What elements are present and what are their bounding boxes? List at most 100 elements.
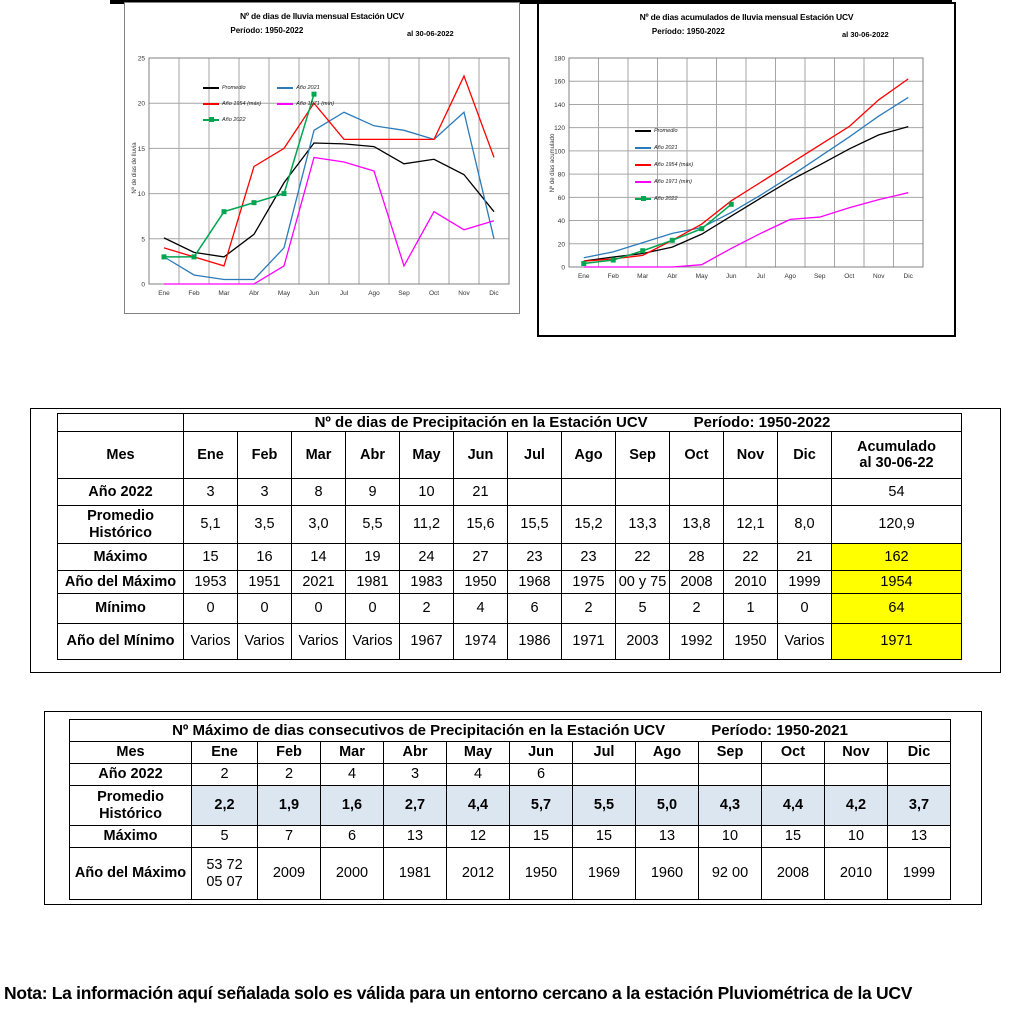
data-cell: 2012 [446, 847, 510, 900]
svg-text:Sep: Sep [398, 290, 410, 297]
data-cell: 0 [291, 593, 346, 625]
legend-swatch [203, 117, 219, 122]
data-cell: 19 [345, 543, 400, 572]
chart-y-axis-label: Nº de dias de lluvia [132, 142, 138, 194]
svg-text:180: 180 [554, 56, 565, 63]
data-cell: Varios [183, 623, 238, 661]
legend-label: Año 1971 (mín) [654, 179, 692, 185]
legend-label: Año 1971 (mín) [296, 101, 335, 107]
data-cell: 0 [183, 593, 238, 625]
legend-swatch [277, 103, 294, 105]
data-cell: 5 [615, 593, 670, 625]
column-header: Mar [291, 431, 346, 480]
data-cell: 6 [320, 825, 384, 848]
chart-legend: Promedio Año 2021 Año 1954 (máx) Año 1971 (… [203, 85, 334, 123]
chart-y-axis-label: Nº de dias acumulado [550, 133, 556, 193]
legend-item: Año 2022 [635, 196, 693, 202]
column-header: May [446, 741, 510, 764]
data-cell: 1960 [635, 847, 699, 900]
data-cell: 2000 [320, 847, 384, 900]
acumulado-cell: 64 [831, 593, 962, 625]
column-header: Nov [824, 741, 888, 764]
data-cell: 15 [183, 543, 238, 572]
column-header: Acumulado al 30-06-22 [831, 431, 962, 480]
data-cell: 1999 [777, 570, 832, 595]
legend-swatch [635, 164, 651, 166]
legend-swatch [635, 147, 651, 149]
top-border [110, 0, 952, 4]
svg-text:20: 20 [138, 101, 146, 108]
data-cell [615, 478, 670, 507]
svg-text:60: 60 [558, 195, 566, 202]
data-cell: 2 [669, 593, 724, 625]
data-cell: 3 [183, 478, 238, 507]
data-cell [761, 763, 825, 786]
column-header: Sep [698, 741, 762, 764]
svg-text:140: 140 [554, 102, 565, 109]
footnote: Nota: La información aquí señalada solo … [4, 983, 913, 1003]
row-label: Mínimo [57, 593, 184, 625]
svg-text:Feb: Feb [188, 290, 200, 297]
data-cell [572, 763, 636, 786]
legend-label: Año 2021 [654, 145, 678, 151]
legend-item: Año 2021 [635, 145, 693, 151]
data-cell: 4,3 [698, 785, 762, 826]
data-cell [723, 478, 778, 507]
data-cell: 27 [453, 543, 508, 572]
precipitation-days-table-container: Nº de dias de Precipitación en la Estaci… [30, 408, 1001, 673]
acumulado-cell: 1971 [831, 623, 962, 661]
data-cell [561, 478, 616, 507]
data-cell: 2009 [257, 847, 321, 900]
acumulado-cell: 1954 [831, 570, 962, 595]
monthly-chart-canvas: 0 5 10 15 20 25 Ene Feb Mar Abr May Jun Jul Ago Sep Oct… [138, 56, 510, 297]
column-header: Abr [383, 741, 447, 764]
row-label: Año del Máximo [57, 570, 184, 595]
column-header: Mes [69, 741, 192, 764]
column-header: Oct [669, 431, 724, 480]
data-cell: Varios [345, 623, 400, 661]
chart-panel-cumulative: 0 20 40 60 80 100 120 140 160 180 Ene Feb Mar Abr May J… [537, 2, 956, 337]
data-cell: 23 [507, 543, 562, 572]
legend-item: Año 1954 (máx) [203, 101, 261, 107]
chart-corner-date: al 30-06-2022 [407, 29, 454, 38]
svg-text:Abr: Abr [667, 273, 678, 280]
data-cell: 2008 [761, 847, 825, 900]
column-header: Jul [507, 431, 562, 480]
svg-text:Dic: Dic [489, 290, 499, 297]
svg-text:Ago: Ago [368, 290, 380, 297]
data-cell: 1971 [561, 623, 616, 661]
table-row: Año del Máximo 1953 1951 2021 1981 1983 1950 19… [57, 570, 962, 595]
column-header: Jun [509, 741, 573, 764]
column-header: Jul [572, 741, 636, 764]
data-cell: 1 [723, 593, 778, 625]
data-cell: 1950 [509, 847, 573, 900]
row-label: Promedio Histórico [69, 785, 192, 826]
data-cell: 5,0 [635, 785, 699, 826]
data-cell: 2 [561, 593, 616, 625]
data-cell: 1975 [561, 570, 616, 595]
acumulado-cell: 54 [831, 478, 962, 507]
data-cell: Varios [291, 623, 346, 661]
data-cell: 0 [777, 593, 832, 625]
column-header: Feb [237, 431, 292, 480]
data-cell: 2010 [824, 847, 888, 900]
legend-item: Año 2021 [277, 85, 334, 91]
legend-label: Promedio [654, 128, 678, 134]
legend-swatch [635, 130, 651, 132]
data-cell: 5,5 [345, 505, 400, 545]
data-cell: 1950 [723, 623, 778, 661]
data-cell: 1,9 [257, 785, 321, 826]
column-header: Mes [57, 431, 184, 480]
data-cell: 13 [887, 825, 951, 848]
data-cell: 24 [399, 543, 454, 572]
table-row: Año 2022 3 3 8 9 10 21 54 [57, 478, 962, 507]
data-cell: 13 [635, 825, 699, 848]
data-cell [507, 478, 562, 507]
table-row: Año del Máximo 53 72 05 07 2009 2000 1981 201… [69, 847, 951, 900]
legend-swatch [203, 87, 219, 89]
data-cell: 4,2 [824, 785, 888, 826]
row-label: Máximo [57, 543, 184, 572]
data-cell [824, 763, 888, 786]
data-cell: 15,6 [453, 505, 508, 545]
data-cell: Varios [777, 623, 832, 661]
